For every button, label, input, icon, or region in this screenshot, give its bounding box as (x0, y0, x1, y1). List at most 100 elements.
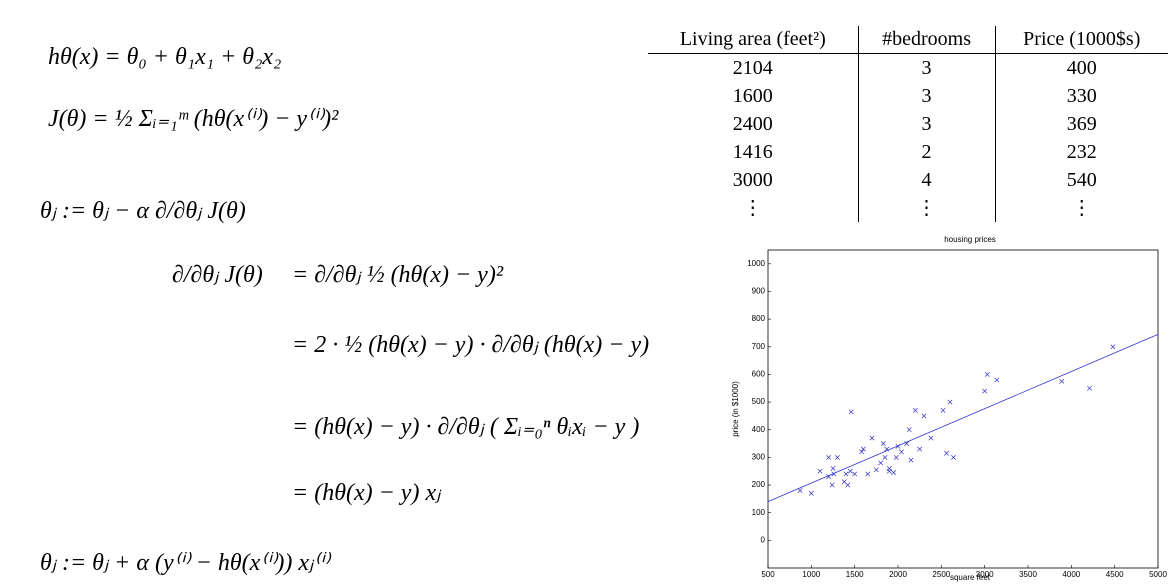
equation: θⱼ := θⱼ − α ∂/∂θⱼ J(θ) (40, 198, 246, 224)
data-point (880, 441, 886, 447)
x-tick-label: 3000 (976, 570, 994, 579)
data-point (899, 449, 904, 455)
x-tick-label: 2500 (932, 570, 950, 579)
data-point (895, 443, 901, 449)
equation: ∂/∂θⱼ J(θ) (172, 262, 263, 288)
x-tick-label: 3500 (1019, 570, 1037, 579)
data-point (808, 490, 814, 496)
y-axis-label: price (in $1000) (731, 381, 740, 437)
data-point (843, 471, 849, 477)
data-point (917, 446, 923, 452)
data-point (831, 471, 837, 477)
data-point (1059, 378, 1065, 384)
chart: housing prices square feet price (in $10… (731, 235, 1167, 582)
data-point (834, 454, 840, 460)
x-tick-label: 1000 (802, 570, 820, 579)
data-point (845, 482, 851, 488)
equation: θⱼ := θⱼ + α (y⁽ⁱ⁾ − hθ(x⁽ⁱ⁾)) xⱼ⁽ⁱ⁾ (40, 550, 330, 576)
table-row: 2104 3 400 (648, 53, 1168, 82)
data-point (860, 446, 866, 452)
data-point (994, 377, 1000, 383)
data-point (912, 407, 918, 413)
table-cell: 1416 (732, 141, 773, 163)
data-point (826, 474, 832, 480)
data-point (951, 454, 956, 460)
table-row: ⋮ ⋮ ⋮ (648, 194, 1168, 222)
data-point (847, 468, 853, 474)
y-tick-label: 900 (752, 287, 766, 296)
table-row: 1416 2 232 (648, 138, 1168, 166)
y-tick-label: 100 (752, 508, 766, 517)
data-point (904, 441, 910, 447)
plot-area (767, 249, 1159, 569)
y-tick-label: 400 (752, 425, 766, 434)
data-point (829, 482, 835, 488)
table-row: 2400 3 369 (648, 110, 1168, 138)
x-tick-label: 1500 (846, 570, 864, 579)
x-tick-label: 5000 (1149, 570, 1167, 579)
data-point (865, 471, 871, 477)
table-cell: 540 (994, 166, 1168, 194)
data-point (1110, 344, 1116, 350)
table-row: 3000 4 540 (648, 166, 1168, 194)
data-point (852, 471, 858, 477)
equation: hθ(x) = θ₀ + θ₁x₁ + θ₂x₂ (48, 44, 282, 70)
data-point (884, 446, 890, 452)
y-tick-label: 1000 (747, 259, 765, 268)
data-point (947, 399, 953, 405)
data-point (869, 435, 875, 441)
data-point (908, 457, 914, 463)
table-cell: 2 (857, 138, 996, 166)
table-cell: 369 (994, 110, 1168, 138)
data-point (830, 466, 836, 471)
table-cell: 400 (994, 53, 1168, 82)
data-point (878, 460, 884, 466)
data-point (859, 449, 865, 455)
equation: = 2 · ½ (hθ(x) − y) · ∂/∂θⱼ (hθ(x) − y) (292, 332, 650, 358)
table-cell: 3000 (732, 169, 773, 191)
table-cell: 3 (857, 53, 996, 82)
y-tick-label: 200 (752, 480, 766, 489)
data-point (1087, 385, 1092, 391)
table-cell: 2400 (732, 113, 773, 135)
y-tick-label: 500 (752, 397, 766, 406)
data-point (882, 454, 888, 460)
table-cell: 232 (994, 138, 1168, 166)
y-tick-label: 700 (752, 342, 766, 351)
table-row: 1600 3 330 (648, 82, 1168, 110)
chart-title: housing prices (944, 235, 996, 244)
equation: J(θ) = ½ Σᵢ₌₁ᵐ (hθ(x⁽ⁱ⁾) − y⁽ⁱ⁾)² (48, 106, 339, 132)
x-tick-label: 2000 (889, 570, 907, 579)
data-point (817, 468, 823, 474)
table-cell: ⋮ (857, 194, 996, 222)
table-cell: ⋮ (994, 194, 1168, 222)
data-point (886, 468, 892, 474)
data-table: Living area (feet²) #bedrooms Price (1000$… (648, 26, 1168, 222)
x-tick-label: 4500 (1106, 570, 1124, 579)
data-point (984, 371, 990, 377)
table-cell: ⋮ (742, 197, 763, 219)
column-header: Price (1000$s) (994, 26, 1168, 54)
table-cell: 4 (857, 166, 996, 194)
table-cell: 3 (857, 82, 996, 110)
y-tick-label: 300 (752, 453, 766, 462)
y-tick-label: 0 (761, 535, 766, 544)
y-tick-label: 600 (752, 370, 766, 379)
table-cell: 3 (857, 110, 996, 138)
data-point (940, 407, 946, 413)
equation: = (hθ(x) − y) xⱼ (292, 480, 441, 506)
column-header: Living area (feet²) (648, 26, 859, 54)
data-point (906, 427, 912, 433)
fit-line (767, 333, 1159, 503)
y-tick-label: 800 (752, 314, 766, 323)
data-point (982, 388, 988, 394)
table-cell: 2104 (732, 57, 773, 79)
data-point (944, 450, 949, 456)
x-axis-label: square feet (950, 573, 991, 582)
equation: = (hθ(x) − y) · ∂/∂θⱼ ( Σᵢ₌₀ⁿ θᵢxᵢ − y ) (292, 414, 640, 440)
data-point (848, 409, 854, 415)
data-point (921, 413, 927, 419)
data-point (826, 454, 832, 460)
table-cell: 330 (994, 82, 1168, 110)
